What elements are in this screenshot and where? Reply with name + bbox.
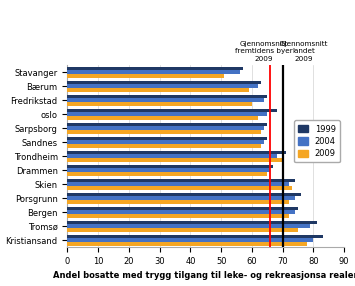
Bar bbox=[67, 116, 258, 120]
Bar bbox=[67, 238, 313, 242]
Bar bbox=[67, 186, 292, 190]
Bar bbox=[67, 154, 277, 158]
Bar bbox=[67, 192, 301, 196]
Bar bbox=[67, 98, 264, 102]
Bar bbox=[67, 81, 261, 84]
Bar bbox=[67, 242, 307, 246]
Bar bbox=[67, 182, 289, 186]
Bar bbox=[67, 140, 264, 144]
Bar bbox=[67, 74, 224, 78]
Text: Gjennomsnitt
fremtidens byer
2009: Gjennomsnitt fremtidens byer 2009 bbox=[235, 41, 293, 62]
Bar bbox=[67, 168, 271, 172]
Bar bbox=[67, 137, 267, 140]
Bar bbox=[67, 206, 298, 210]
Bar bbox=[67, 67, 243, 70]
Bar bbox=[67, 70, 240, 74]
Bar bbox=[67, 112, 267, 116]
Bar bbox=[67, 144, 261, 148]
Bar bbox=[67, 109, 277, 112]
Bar bbox=[67, 88, 249, 92]
Legend: 1999, 2004, 2009: 1999, 2004, 2009 bbox=[294, 120, 340, 162]
Bar bbox=[67, 228, 298, 232]
Bar bbox=[67, 84, 258, 88]
Bar bbox=[67, 200, 289, 204]
Bar bbox=[67, 102, 252, 106]
Bar bbox=[67, 158, 283, 162]
Bar bbox=[67, 214, 289, 218]
Bar bbox=[67, 150, 286, 154]
Bar bbox=[67, 172, 267, 176]
Bar bbox=[67, 126, 264, 130]
Bar bbox=[67, 130, 261, 134]
Bar bbox=[67, 178, 295, 182]
Bar bbox=[67, 210, 295, 214]
Bar bbox=[67, 235, 323, 238]
Text: Gjennomsnitt
landet
2009: Gjennomsnitt landet 2009 bbox=[280, 41, 328, 62]
Bar bbox=[67, 123, 267, 126]
Bar bbox=[67, 196, 295, 200]
Bar bbox=[67, 221, 317, 224]
X-axis label: Andel bosatte med trygg tilgang til leke- og rekreasjonsa realer: Andel bosatte med trygg tilgang til leke… bbox=[53, 271, 355, 281]
Bar bbox=[67, 224, 310, 228]
Bar bbox=[67, 164, 273, 168]
Bar bbox=[67, 95, 267, 98]
